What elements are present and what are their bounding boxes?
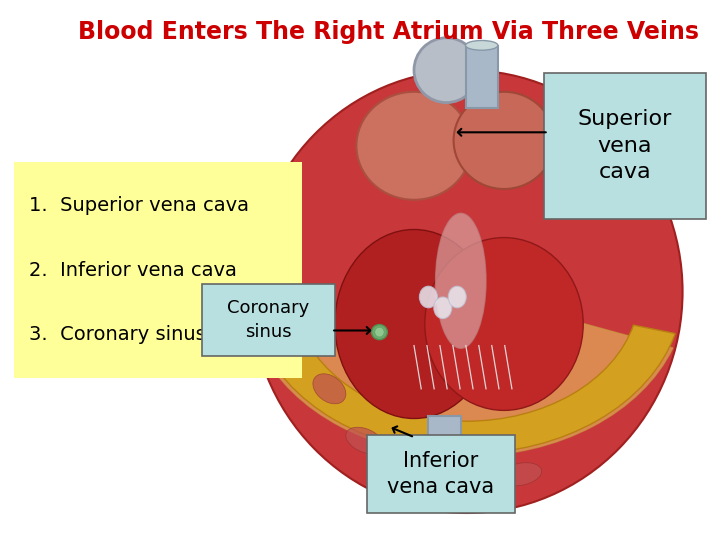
Text: 3.  Coronary sinus: 3. Coronary sinus <box>29 325 205 345</box>
Ellipse shape <box>356 92 472 200</box>
Text: Superior
vena
cava: Superior vena cava <box>577 110 672 182</box>
Ellipse shape <box>374 327 384 337</box>
Ellipse shape <box>425 238 583 410</box>
Bar <box>466 46 498 108</box>
Ellipse shape <box>335 230 493 418</box>
Ellipse shape <box>414 38 479 103</box>
Ellipse shape <box>346 427 384 454</box>
Ellipse shape <box>392 463 433 486</box>
Wedge shape <box>260 292 673 456</box>
Ellipse shape <box>454 92 554 189</box>
FancyBboxPatch shape <box>202 284 335 356</box>
Text: 1.  Superior vena cava: 1. Superior vena cava <box>29 195 249 215</box>
Bar <box>428 416 461 470</box>
Ellipse shape <box>448 286 467 308</box>
FancyBboxPatch shape <box>14 162 302 378</box>
Text: 2.  Inferior vena cava: 2. Inferior vena cava <box>29 260 237 280</box>
Text: Inferior
vena cava: Inferior vena cava <box>387 451 495 497</box>
Ellipse shape <box>419 286 438 308</box>
Ellipse shape <box>251 70 683 513</box>
FancyBboxPatch shape <box>544 73 706 219</box>
Text: Coronary
sinus: Coronary sinus <box>227 299 310 341</box>
Ellipse shape <box>436 213 486 348</box>
Ellipse shape <box>372 325 387 340</box>
Ellipse shape <box>500 463 541 486</box>
Ellipse shape <box>466 40 498 50</box>
Wedge shape <box>258 325 675 454</box>
Ellipse shape <box>313 374 346 404</box>
Text: Blood Enters The Right Atrium Via Three Veins: Blood Enters The Right Atrium Via Three … <box>78 21 699 44</box>
Ellipse shape <box>445 475 488 497</box>
Ellipse shape <box>433 297 452 319</box>
FancyBboxPatch shape <box>367 435 515 513</box>
